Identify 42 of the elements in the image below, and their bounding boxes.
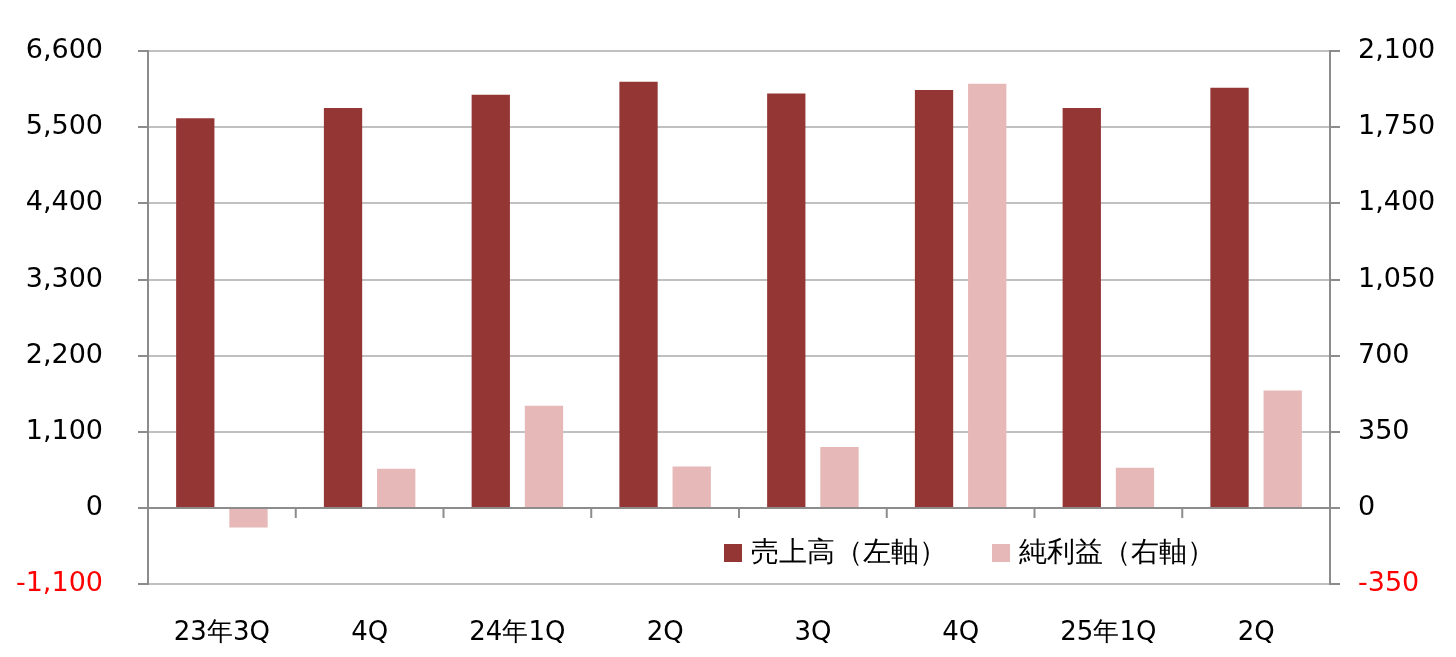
x-tick-label: 24年1Q bbox=[469, 616, 566, 647]
y2-tick-label: 350 bbox=[1358, 413, 1410, 445]
y-tick-label: 5,500 bbox=[25, 109, 103, 141]
x-tick-label: 25年1Q bbox=[1060, 616, 1157, 647]
x-tick-label: 4Q bbox=[351, 616, 389, 647]
bar bbox=[176, 118, 215, 507]
y-tick-label: 0 bbox=[85, 489, 103, 521]
x-tick-label: 23年3Q bbox=[173, 616, 270, 647]
bar bbox=[619, 81, 658, 507]
bar bbox=[377, 468, 416, 507]
y-tick-label: 4,400 bbox=[25, 185, 103, 217]
x-tick-label: 3Q bbox=[794, 616, 832, 647]
y-tick-label: -1,100 bbox=[15, 566, 103, 598]
bar bbox=[1263, 390, 1302, 507]
bar bbox=[1062, 107, 1101, 507]
y2-tick-label: 1,050 bbox=[1358, 261, 1436, 293]
bar bbox=[524, 405, 564, 507]
bar bbox=[471, 94, 510, 507]
y2-tick-label: 1,750 bbox=[1358, 109, 1436, 141]
bar bbox=[1210, 87, 1249, 507]
y2-tick-label: 2,100 bbox=[1358, 33, 1436, 65]
y2-tick-label: -350 bbox=[1358, 566, 1420, 598]
legend-label: 売上高（左軸） bbox=[751, 535, 947, 569]
bar bbox=[323, 107, 363, 507]
x-tick-label: 4Q bbox=[942, 616, 980, 647]
x-tick-label: 2Q bbox=[1237, 616, 1275, 647]
y-tick-label: 6,600 bbox=[25, 33, 103, 65]
legend-label: 純利益（右軸） bbox=[1019, 535, 1215, 569]
y-tick-label: 1,100 bbox=[25, 413, 103, 445]
bar bbox=[968, 83, 1007, 507]
bar bbox=[1115, 467, 1155, 507]
bar bbox=[672, 466, 711, 507]
y2-tick-label: 0 bbox=[1358, 489, 1376, 521]
bar bbox=[229, 508, 268, 528]
y-tick-label: 2,200 bbox=[25, 337, 103, 369]
bar bbox=[767, 93, 806, 507]
y2-tick-label: 1,400 bbox=[1358, 185, 1436, 217]
x-tick-label: 2Q bbox=[646, 616, 684, 647]
bar bbox=[820, 446, 859, 507]
y2-tick-label: 700 bbox=[1358, 337, 1410, 369]
bar bbox=[914, 89, 954, 507]
y-tick-label: 3,300 bbox=[25, 261, 103, 293]
